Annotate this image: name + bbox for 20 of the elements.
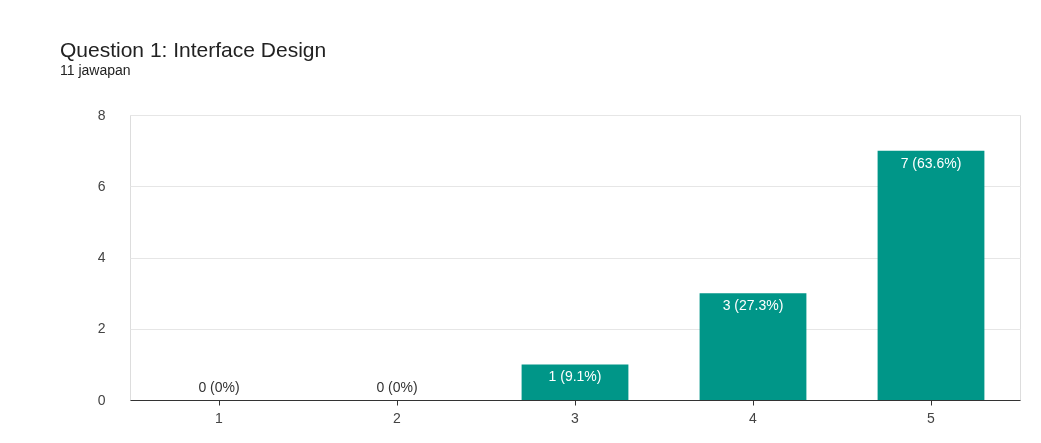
bar: [521, 364, 629, 400]
data-label: 0 (0%): [198, 379, 240, 395]
data-label: 3 (27.3%): [722, 297, 784, 314]
x-tick-label: 2: [393, 409, 402, 426]
x-tick-label: 1: [215, 409, 224, 426]
x-tick-label: 5: [927, 409, 936, 426]
bar: [877, 150, 985, 400]
chart-subtitle: 11 jawapan: [60, 62, 131, 78]
x-tick-label: 4: [749, 409, 758, 426]
chart-title: Question 1: Interface Design: [60, 38, 327, 61]
data-label: 1 (9.1%): [548, 368, 602, 385]
data-label: 0 (0%): [376, 379, 418, 395]
x-tick-label: 3: [571, 409, 580, 426]
data-label: 7 (63.6%): [900, 154, 962, 171]
y-tick-label: 6: [97, 177, 106, 194]
bar: [699, 293, 807, 400]
y-tick-label: 4: [97, 249, 106, 265]
y-tick-label: 8: [97, 106, 106, 123]
y-tick-label: 0: [97, 391, 106, 408]
y-tick-label: 2: [97, 320, 106, 337]
